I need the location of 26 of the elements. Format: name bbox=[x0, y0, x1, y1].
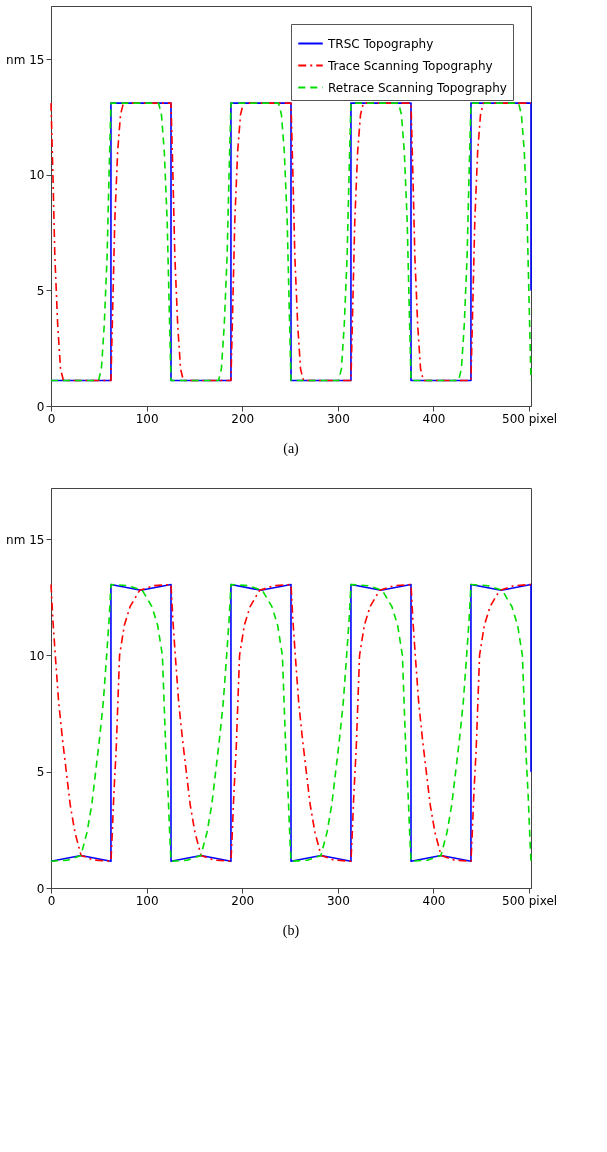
x-tick-label: 400 bbox=[422, 893, 446, 908]
y-tick-label: 10 bbox=[29, 168, 45, 183]
line-series bbox=[50, 583, 532, 863]
y-tick-label: 0 bbox=[36, 881, 45, 896]
y-tick-label: 0 bbox=[36, 399, 45, 414]
x-tick-label: 200 bbox=[231, 893, 255, 908]
x-tick-label: 400 bbox=[422, 411, 446, 426]
legend-label: TRSC Topography bbox=[327, 36, 434, 51]
x-tick-label: 100 bbox=[135, 411, 159, 426]
x-tick-label: 500 pixel bbox=[502, 411, 558, 426]
x-tick-label: 0 bbox=[47, 893, 56, 908]
text: (a) bbox=[283, 441, 300, 457]
y-tick-label: nm 15 bbox=[6, 532, 45, 547]
y-tick-label: 5 bbox=[36, 765, 45, 780]
x-tick-label: 300 bbox=[326, 893, 350, 908]
y-tick-label: 10 bbox=[29, 648, 45, 663]
x-tick-label: 100 bbox=[135, 893, 159, 908]
text: (b) bbox=[282, 923, 300, 939]
legend-label: Retrace Scanning Topography bbox=[328, 80, 507, 95]
y-tick-label: nm 15 bbox=[6, 52, 45, 67]
x-tick-label: 0 bbox=[47, 411, 56, 426]
legend-label: Trace Scanning Topography bbox=[327, 58, 493, 73]
x-tick-label: 300 bbox=[326, 411, 350, 426]
x-tick-label: 200 bbox=[231, 411, 255, 426]
y-tick-label: 5 bbox=[36, 283, 45, 298]
x-tick-label: 500 pixel bbox=[502, 893, 558, 908]
